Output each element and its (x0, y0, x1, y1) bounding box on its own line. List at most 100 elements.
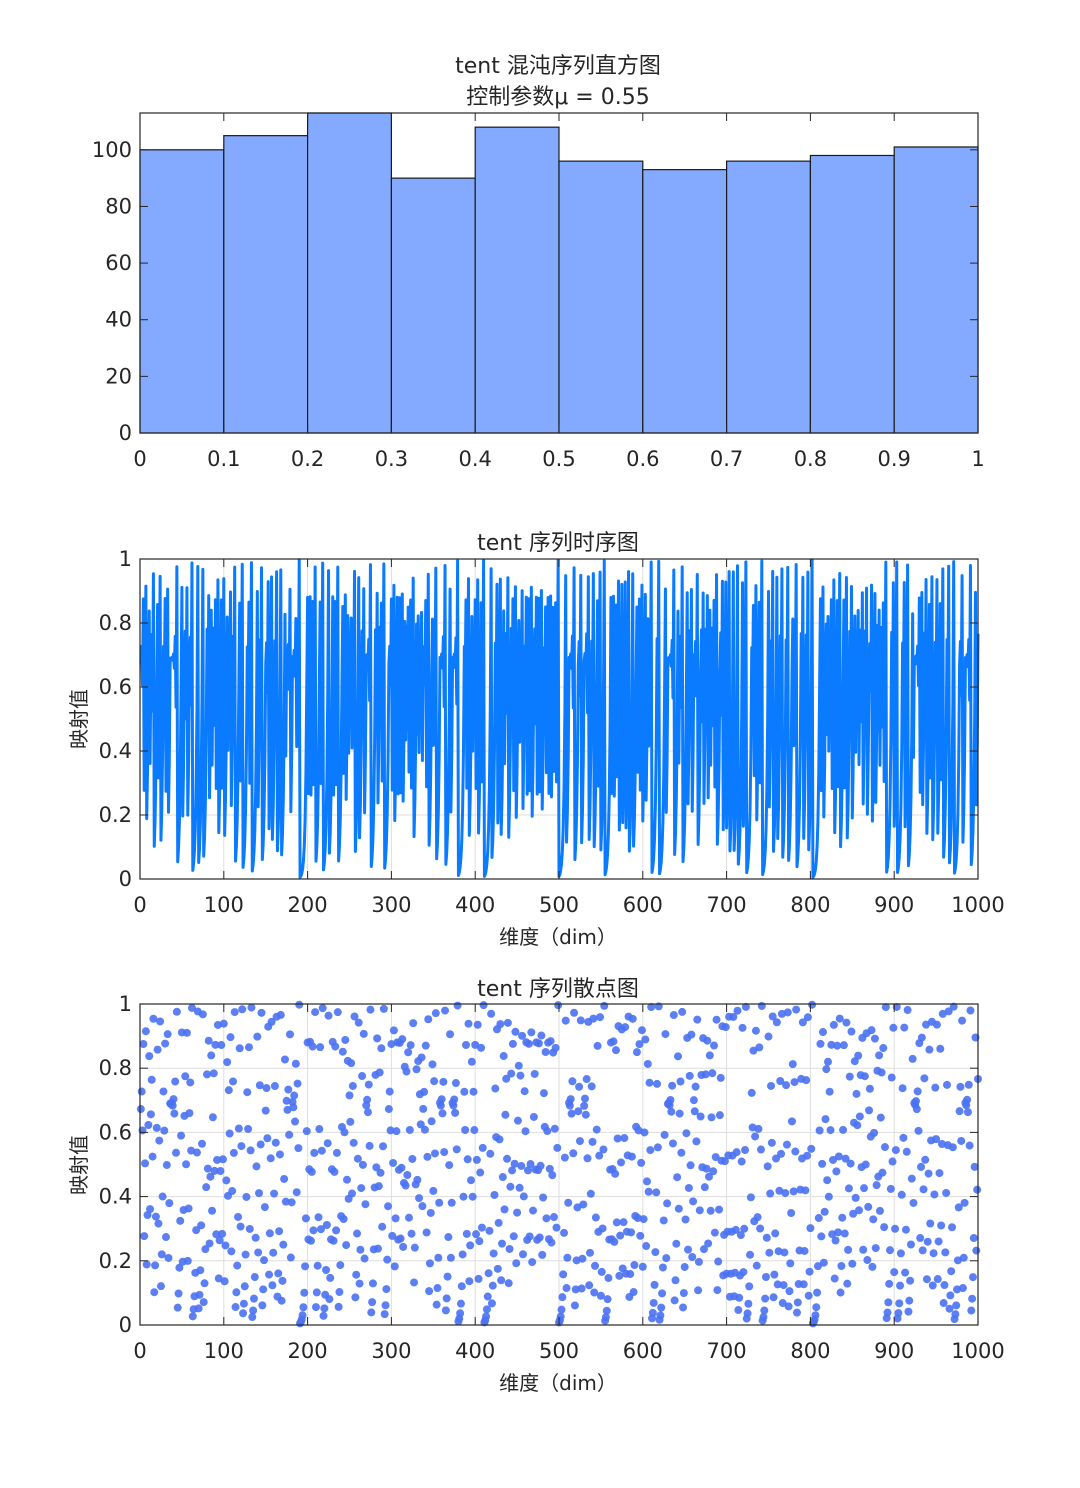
scatter-point (485, 1226, 494, 1235)
scatter-point (570, 1008, 579, 1017)
scatter-point (229, 1077, 238, 1086)
scatter-point (839, 1041, 848, 1050)
scatter-point (900, 1023, 909, 1032)
scatter-point (429, 1186, 438, 1195)
scatter-point (680, 1262, 689, 1271)
scatter-point (444, 1233, 453, 1242)
scatter-point (899, 1133, 908, 1142)
scatter-point (597, 1267, 606, 1276)
timeseries-xtick-label: 0 (133, 893, 146, 917)
scatter-point (575, 1082, 584, 1091)
scatter-point (355, 1279, 364, 1288)
scatter-point (651, 1248, 660, 1257)
scatter-point (373, 1244, 382, 1253)
scatter-point (240, 1282, 249, 1291)
scatter-point (781, 1189, 790, 1198)
scatter-point (529, 1112, 538, 1121)
scatter-point (537, 1031, 546, 1040)
scatter-point (526, 1160, 535, 1169)
scatter-point (418, 1202, 427, 1211)
scatter-xtick-label: 400 (455, 1339, 495, 1363)
scatter-point (361, 1200, 370, 1209)
scatter-point (952, 1301, 961, 1310)
scatter-point (460, 1087, 469, 1096)
scatter-point (315, 1125, 324, 1134)
scatter-point (789, 1187, 798, 1196)
scatter-point (427, 1117, 436, 1126)
scatter-point (415, 1194, 424, 1203)
scatter-point (251, 1233, 260, 1242)
scatter-point (694, 1257, 703, 1266)
timeseries-xtick-label: 100 (204, 893, 244, 917)
scatter-point (407, 1229, 416, 1238)
scatter-point (219, 1019, 228, 1028)
scatter-point (512, 1259, 521, 1268)
scatter-point (420, 1087, 429, 1096)
histogram-ytick-label: 20 (105, 364, 132, 388)
scatter-point (814, 1214, 823, 1223)
scatter-point (257, 1008, 266, 1017)
scatter-point (206, 1172, 215, 1181)
scatter-point (876, 1113, 885, 1122)
scatter-point (495, 1135, 504, 1144)
scatter-point (716, 1073, 725, 1082)
scatter-point (354, 1018, 363, 1027)
scatter-point (446, 1253, 455, 1262)
scatter-xtick-label: 1000 (951, 1339, 1004, 1363)
scatter-point (865, 1106, 874, 1115)
scatter-point (714, 1257, 723, 1266)
timeseries-ytick-label: 1 (119, 547, 132, 571)
scatter-point (746, 1250, 755, 1259)
scatter-point (242, 1192, 251, 1201)
scatter-point (734, 1306, 743, 1315)
scatter-point (570, 1301, 579, 1310)
scatter-point (596, 1291, 605, 1300)
scatter-point (426, 1208, 435, 1217)
scatter-point (904, 1307, 913, 1316)
scatter-point (280, 1174, 289, 1183)
scatter-point (299, 1303, 308, 1312)
scatter-point (696, 1112, 705, 1121)
scatter-point (358, 1072, 367, 1081)
scatter-point (582, 1075, 591, 1084)
scatter-point (473, 1020, 482, 1029)
scatter-point (590, 1288, 599, 1297)
scatter-xlabel: 维度（dim） (499, 1371, 617, 1395)
scatter-point (824, 1192, 833, 1201)
scatter-point (319, 1311, 328, 1320)
scatter-point (744, 1299, 753, 1308)
scatter-point (754, 1124, 763, 1133)
scatter-point (510, 1159, 519, 1168)
scatter-point (504, 1279, 513, 1288)
scatter-point (647, 1003, 656, 1011)
scatter-point (896, 1249, 905, 1258)
scatter-point (885, 1279, 894, 1288)
scatter-point (274, 1269, 283, 1278)
scatter-point (153, 1045, 162, 1054)
scatter-point (364, 1080, 373, 1089)
scatter-point (761, 1294, 770, 1303)
scatter-point (334, 1302, 343, 1311)
scatter-point (403, 1171, 412, 1179)
scatter-point (627, 1228, 636, 1237)
scatter-point (921, 1155, 930, 1164)
scatter-point (675, 1109, 684, 1118)
scatter-point (931, 1083, 940, 1092)
scatter-ytick-label: 0.8 (99, 1056, 132, 1080)
scatter-point (925, 1045, 934, 1054)
histogram-xtick-label: 0.8 (794, 447, 827, 471)
scatter-point (762, 1233, 771, 1242)
scatter-point (534, 1039, 543, 1048)
scatter-point (291, 1059, 300, 1068)
scatter-point (701, 1070, 710, 1079)
scatter-point (756, 1224, 765, 1233)
scatter-point (216, 1167, 225, 1176)
scatter-point (712, 1015, 721, 1024)
scatter-point (820, 1207, 829, 1216)
scatter-point (498, 1173, 507, 1182)
scatter-point (554, 1001, 563, 1010)
scatter-point (462, 1229, 471, 1238)
timeseries-xtick-label: 200 (288, 893, 328, 917)
scatter-point (804, 1291, 813, 1300)
scatter-point (497, 1276, 506, 1285)
